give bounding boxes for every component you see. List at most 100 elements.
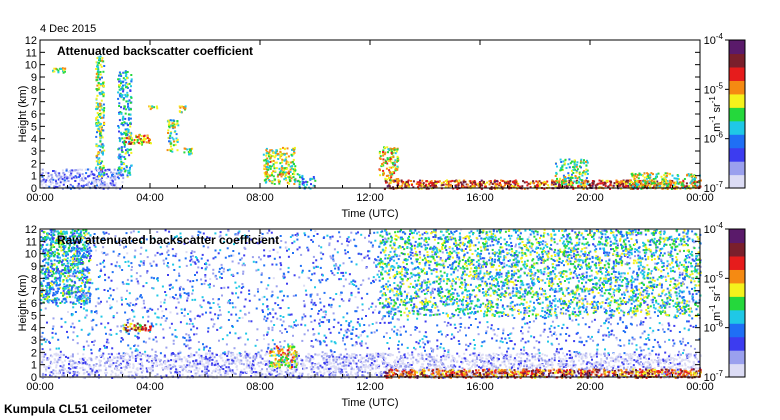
p1-colorbar-segment [729,80,745,95]
p1-x-tick-label: 00:00 [26,192,54,204]
p1-y-tick-label: 6 [31,109,37,121]
p1-feature-9 [262,146,297,185]
p1-heatmap [40,55,702,190]
p2-colorbar-tick-label: 10-5 [704,270,724,285]
p2-y-tick-label: 6 [31,298,37,310]
p2-colorbar-segment [729,255,745,270]
p1-x-tick-label: 16:00 [466,192,494,204]
p1-colorbar-tick-label: 10-7 [704,180,724,195]
p1-x-tick-label: 00:00 [686,192,714,204]
p1-panel: 00:00 04:00 08:00 12:00 16:00 20:00 00:0001234… [17,32,746,220]
p1-feature-13 [554,158,589,187]
p1-colorbar-tick-label: 10-5 [704,81,724,96]
p2-x-tick-label: 20:00 [576,381,604,393]
p1-colorbar-segment [729,147,745,162]
p2-y-tick-label: 1 [31,360,37,372]
p1-y-tick-label: 7 [31,97,37,109]
p1-feature-5 [148,105,159,111]
p1-feature-6 [166,119,180,153]
p2-y-tick-label: 11 [26,236,37,248]
p1-colorbar-segment [729,93,745,108]
p1-x-tick-label: 08:00 [246,192,274,204]
p2-y-tick-label: 4 [31,323,37,335]
p1-y-tick-label: 1 [31,171,37,183]
p2-title: Raw attenuated backscatter coefficient [57,233,279,247]
p2-colorbar-segment [729,282,745,297]
p1-y-tick-label: 12 [25,35,37,47]
date-label: 4 Dec 2015 [40,23,96,35]
p2-colorbar-frame [728,228,746,378]
p2-colorbar-tick-label: 10-7 [704,369,724,384]
p2-y-tick-label: 5 [31,310,37,322]
p2-y-tick-label: 2 [31,347,37,359]
p2-y-tick-label: 10 [25,249,37,261]
p2-colorbar-tick-label: 10-4 [704,221,724,236]
p2-colorbar-segment [729,309,745,324]
p1-feature-7 [178,105,187,114]
p2-y-tick-label: 3 [31,335,37,347]
p2-y-tick-label: 9 [31,261,37,273]
p2-x-tick-label: 08:00 [246,381,274,393]
p2-x-tick-label: 16:00 [466,381,494,393]
p2-x-axis-label: Time (UTC) [341,397,398,409]
p2-colorbar-segment [729,229,745,244]
p2-feature-5 [269,345,298,370]
p2-feature-4 [122,322,152,333]
p1-colorbar-segment [729,66,745,81]
p2-colorbar-segment [729,336,745,351]
p1-colorbar-unit-label: m-1 sr-1 [708,96,723,132]
p1-y-tick-label: 8 [31,84,37,96]
p2-feature-1 [40,229,92,305]
p1-y-tick-label: 5 [31,121,37,133]
p2-feature-2 [378,229,702,318]
p2-y-tick-label: 12 [25,224,37,236]
p1-colorbar-segment [729,120,745,135]
p1-colorbar-tick-label: 10-4 [704,32,724,47]
p1-colorbar-segment [729,161,745,176]
p1-colorbar-segment [729,174,745,189]
p1-y-tick-label: 10 [25,60,37,72]
p2-feature-6 [384,368,702,379]
p2-y-tick-label: 8 [31,273,37,285]
p2-colorbar-unit-label: m-1 sr-1 [708,285,723,321]
p1-colorbar-segment [729,53,745,68]
p2-y-tick-label: 7 [31,286,37,298]
p2-colorbar: 10-4 10-5 10-6 10-7 m-1 sr-1 [704,221,746,384]
p1-title: Attenuated backscatter coefficient [57,44,253,58]
p1-feature-1 [95,55,106,178]
p2-colorbar-segment [729,242,745,257]
p2-colorbar-segment [729,323,745,338]
p1-x-tick-label: 04:00 [136,192,164,204]
p1-colorbar-segment [729,134,745,149]
p2-colorbar-segment [729,350,745,365]
p1-feature-3 [123,133,152,146]
p2-x-tick-label: 04:00 [136,381,164,393]
p1-feature-4 [52,67,67,74]
p1-y-tick-label: 2 [31,158,37,170]
p2-panel: 00:00 04:00 08:00 12:00 16:00 20:00 00:0001234… [17,221,746,409]
p1-y-tick-label: 4 [31,134,37,146]
p1-y-tick-label: 3 [31,146,37,158]
p1-plot-area [40,40,700,188]
p2-colorbar-segment [729,296,745,311]
p1-x-tick-label: 20:00 [576,192,604,204]
footer-label: Kumpula CL51 ceilometer [4,402,152,416]
p1-colorbar-segment [729,107,745,122]
p1-y-tick-label: 9 [31,72,37,84]
p2-colorbar-segment [729,269,745,284]
p1-colorbar-frame [728,39,746,189]
p1-feature-8 [183,147,194,156]
p1-colorbar-segment [729,40,745,55]
p2-y-tick-label: 0 [31,372,37,384]
p1-colorbar: 10-4 10-5 10-6 10-7 m-1 sr-1 [704,32,746,195]
p2-x-tick-label: 00:00 [686,381,714,393]
p2-y-axis-label: Height (km) [17,275,29,332]
p2-heatmap [40,229,702,379]
p1-feature-11 [378,146,400,182]
p1-y-axis-label: Height (km) [17,86,29,143]
p2-colorbar-tick-label: 10-6 [704,320,724,335]
p1-feature-0 [40,168,125,190]
p2-x-tick-label: 12:00 [356,381,384,393]
p2-x-tick-label: 00:00 [26,381,54,393]
